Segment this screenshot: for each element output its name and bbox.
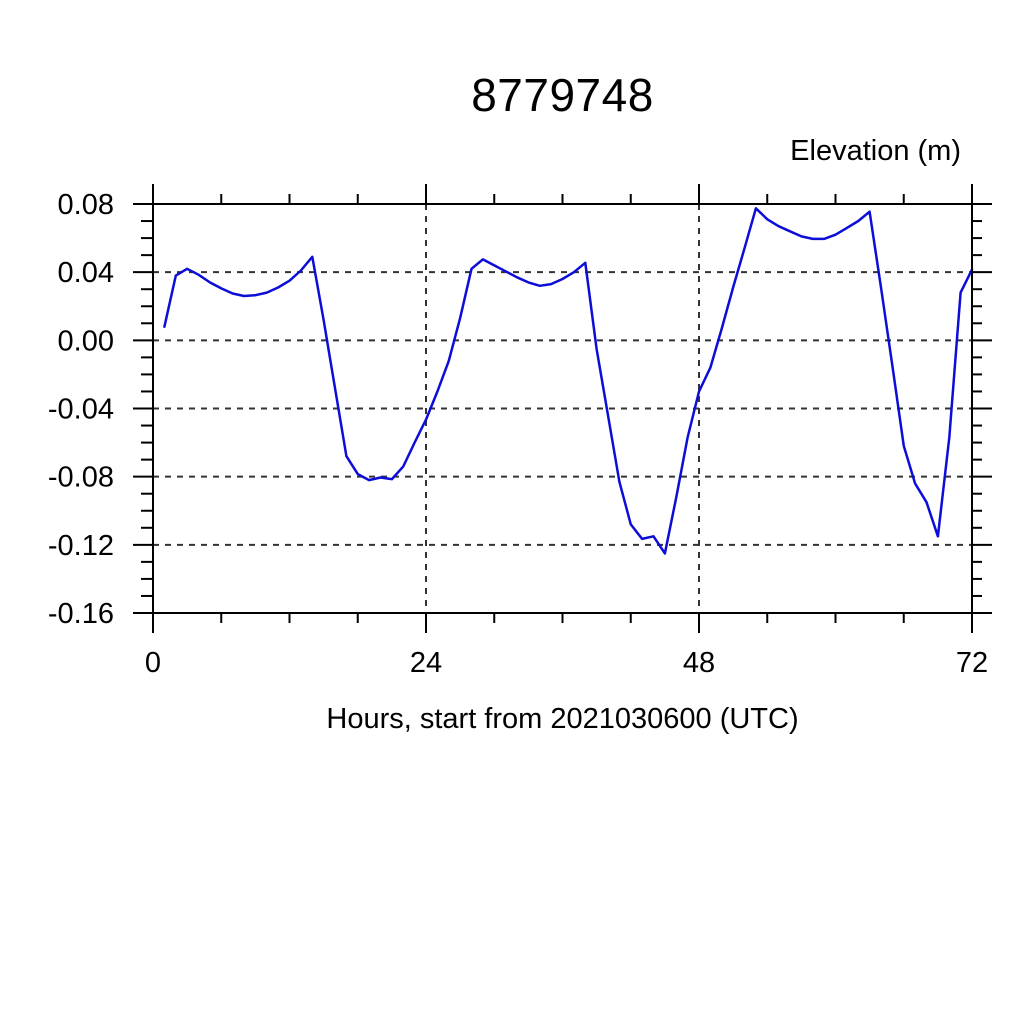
x-tick-labels: 0 24 48 72 xyxy=(145,647,988,679)
x-tick-label: 24 xyxy=(410,647,442,679)
chart-title: 8779748 xyxy=(471,69,654,121)
y-tick-label: -0.12 xyxy=(48,530,114,562)
y-axis-label: Elevation (m) xyxy=(790,135,961,167)
y-tick-label: -0.04 xyxy=(48,394,114,426)
y-tick-label: 0.08 xyxy=(58,189,114,221)
grid-lines xyxy=(153,204,972,613)
x-tick-label: 72 xyxy=(956,647,988,679)
elevation-line xyxy=(163,207,974,555)
x-tick-label: 0 xyxy=(145,647,161,679)
data-series xyxy=(163,207,974,555)
axis-ticks xyxy=(133,184,992,633)
y-tick-label: -0.08 xyxy=(48,462,114,494)
x-axis-label: Hours, start from 2021030600 (UTC) xyxy=(326,703,799,735)
y-tick-label: 0.04 xyxy=(58,257,114,289)
x-tick-label: 48 xyxy=(683,647,715,679)
y-tick-label: 0.00 xyxy=(58,325,114,357)
y-tick-labels: 0.08 0.04 0.00 -0.04 -0.08 -0.12 -0.16 xyxy=(48,189,114,630)
y-tick-label: -0.16 xyxy=(48,598,114,630)
